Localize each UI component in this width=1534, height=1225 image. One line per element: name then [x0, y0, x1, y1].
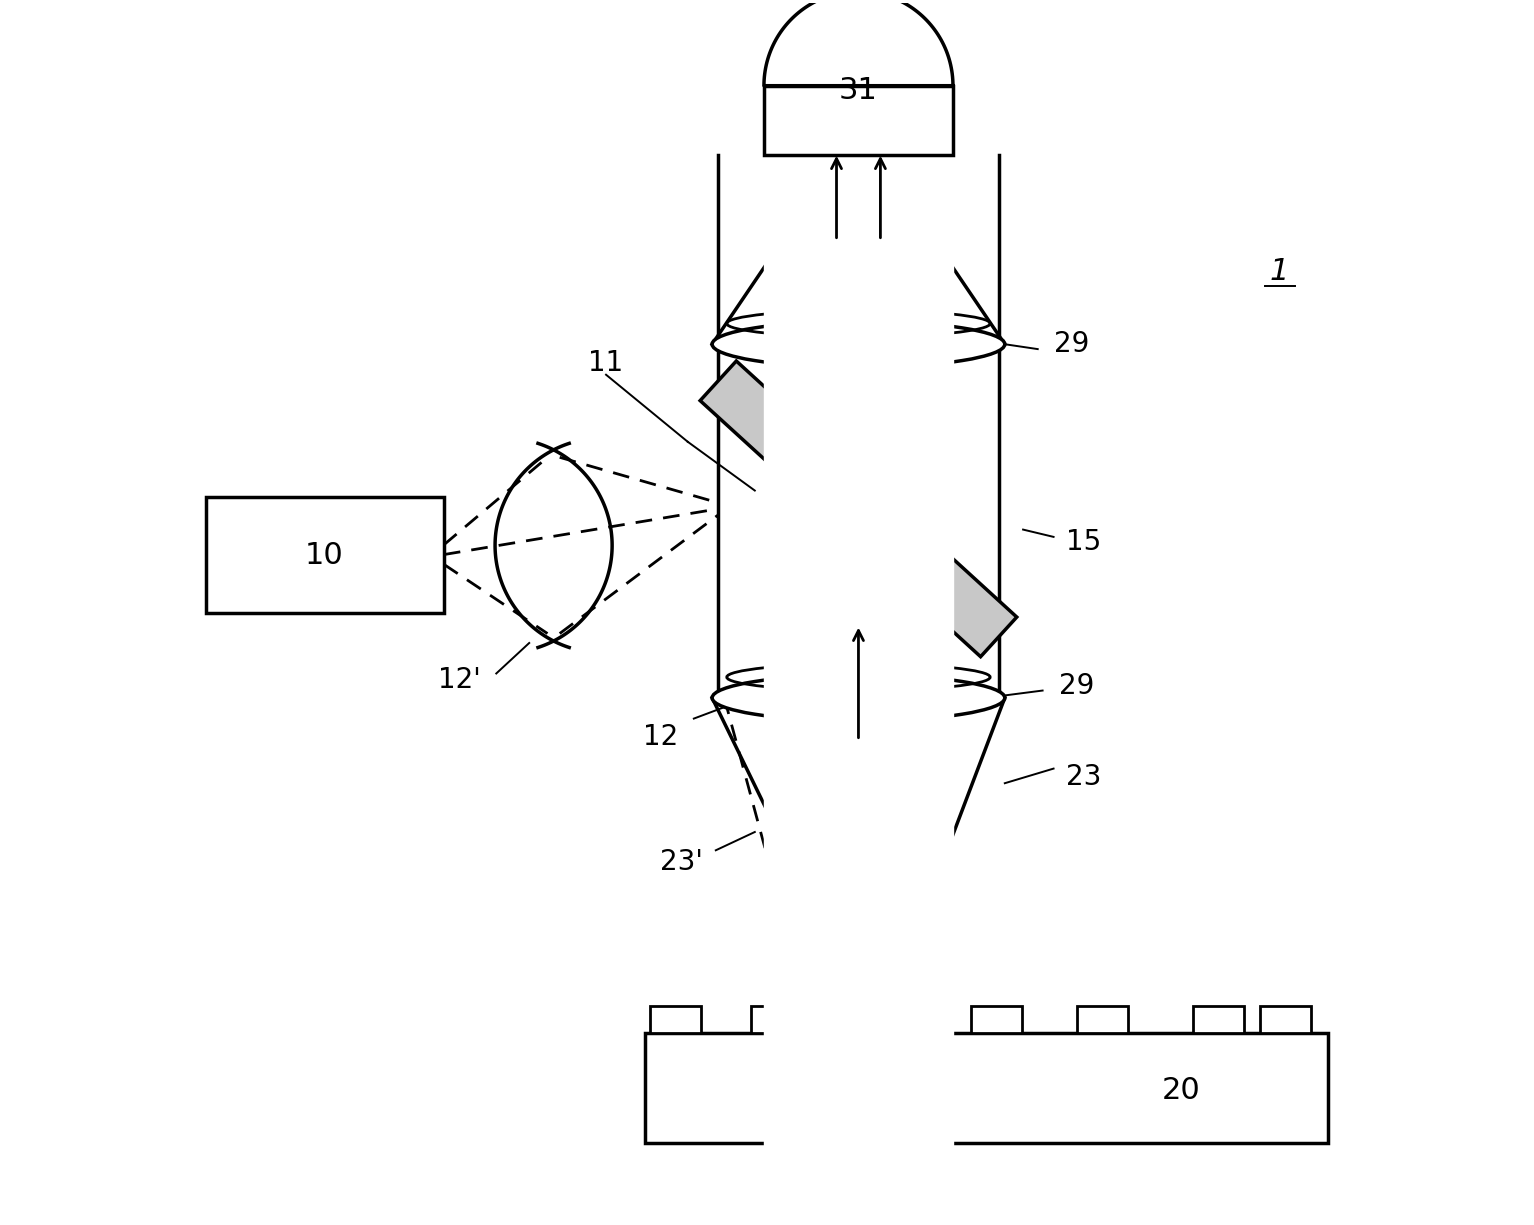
Text: 31: 31 [839, 76, 877, 105]
Bar [1077, 1007, 1127, 1033]
Bar [650, 1007, 701, 1033]
Bar [764, 86, 953, 156]
Ellipse shape [712, 321, 1005, 367]
Text: 12': 12' [439, 665, 482, 693]
Bar [206, 496, 443, 612]
Ellipse shape [712, 675, 1005, 722]
Text: 1: 1 [1270, 256, 1289, 285]
Polygon shape [764, 0, 953, 86]
Text: 23': 23' [660, 849, 703, 876]
Text: 23: 23 [1066, 763, 1101, 791]
Text: 15: 15 [1066, 528, 1101, 556]
Bar [864, 1007, 914, 1033]
Bar [1192, 1007, 1244, 1033]
Bar [1259, 1007, 1312, 1033]
Bar [646, 1033, 1328, 1143]
Bar [971, 1007, 1022, 1033]
Text: 29: 29 [1058, 671, 1094, 699]
Polygon shape [700, 361, 1017, 657]
Bar [752, 1007, 802, 1033]
Text: 20: 20 [1163, 1076, 1201, 1105]
Text: 11: 11 [589, 349, 624, 376]
Text: 12: 12 [643, 723, 678, 751]
Text: 10: 10 [305, 540, 344, 570]
Text: 29: 29 [1054, 331, 1089, 358]
